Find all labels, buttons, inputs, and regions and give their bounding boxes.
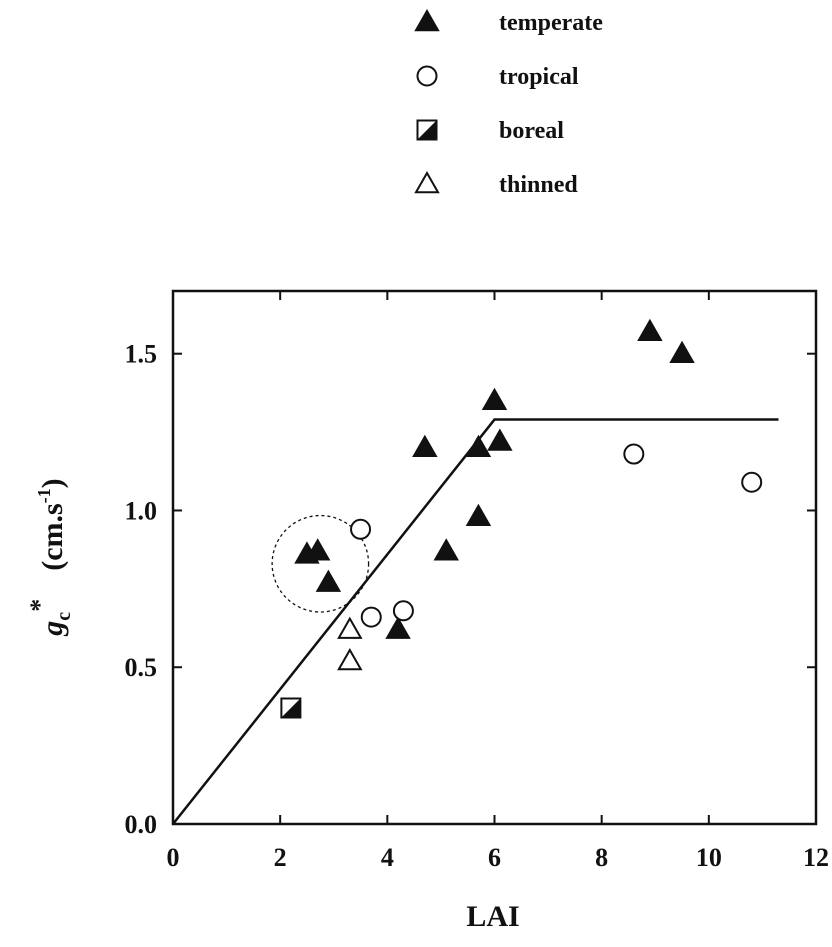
svg-text:gc*(cm.s-1): gc* (cm.s-1) — [25, 478, 75, 636]
highlight-circle — [271, 514, 370, 613]
legend-marker-tropical — [416, 65, 438, 87]
data-point-tropical — [360, 606, 382, 628]
fit-line-layer — [172, 418, 779, 825]
data-point-temperate — [433, 538, 459, 561]
x-tick-label: 0 — [167, 843, 180, 872]
x-axis-title: LAI — [466, 900, 519, 933]
data-point-temperate — [412, 434, 438, 458]
legend-item-thinned: thinned — [414, 170, 578, 198]
y-tick-label: 0.0 — [125, 810, 158, 839]
x-tick-label: 12 — [803, 843, 829, 872]
legend-item-boreal: boreal — [416, 118, 564, 144]
data-point-temperate — [304, 538, 331, 561]
legend-marker-boreal — [416, 119, 438, 141]
fit-line — [172, 418, 779, 825]
data-point-temperate — [465, 503, 492, 526]
y-axis-title-units: (cm.s — [36, 503, 69, 570]
data-point-temperate — [669, 340, 695, 363]
y-axis-title-superscript: * — [25, 599, 54, 612]
y-tick-label: 1.5 — [125, 340, 158, 369]
y-tick-label: 1.0 — [125, 496, 158, 525]
y-axis-title: gc* (cm.s-1) — [25, 478, 75, 636]
data-point-temperate — [487, 428, 513, 451]
legend-label-temperate: temperate — [499, 10, 603, 36]
y-tick-label: 0.5 — [125, 653, 158, 682]
data-point-tropical — [623, 443, 645, 465]
legend-marker-thinned — [414, 170, 440, 194]
data-point-thinned — [337, 616, 363, 639]
plot-frame — [171, 289, 818, 826]
y-axis-title-main: g — [36, 621, 69, 637]
data-point-temperate — [385, 616, 411, 639]
y-axis-title-units-superscript: -1 — [34, 488, 54, 503]
x-tick-label: 10 — [696, 843, 722, 872]
data-point-temperate — [465, 434, 492, 458]
data-point-temperate — [315, 569, 342, 592]
legend: temperate tropical boreal thinned — [414, 8, 603, 198]
legend-label-tropical: tropical — [499, 64, 579, 90]
data-point-thinned — [337, 647, 363, 671]
y-axis-title-subscript: c — [53, 612, 75, 621]
x-tick-label: 2 — [274, 843, 287, 872]
legend-item-temperate: temperate — [414, 8, 603, 36]
data-point-tropical — [741, 471, 763, 493]
data-point-tropical — [392, 600, 414, 622]
data-point-temperate — [637, 318, 663, 342]
data-point-temperate — [481, 387, 508, 410]
legend-marker-temperate — [414, 8, 440, 32]
y-axis-title-units-close: ) — [36, 478, 69, 488]
legend-item-tropical: tropical — [416, 64, 579, 90]
data-point-tropical — [350, 518, 372, 540]
legend-label-thinned: thinned — [499, 172, 578, 198]
x-tick-label: 4 — [381, 843, 394, 872]
data-points — [280, 318, 763, 719]
axis-ticks: 0 2 4 6 8 10 12 0.0 0.5 1.0 1.5 — [125, 291, 829, 872]
data-point-boreal — [280, 697, 302, 719]
x-tick-label: 8 — [595, 843, 608, 872]
x-tick-label: 6 — [488, 843, 501, 872]
legend-label-boreal: boreal — [499, 118, 564, 144]
